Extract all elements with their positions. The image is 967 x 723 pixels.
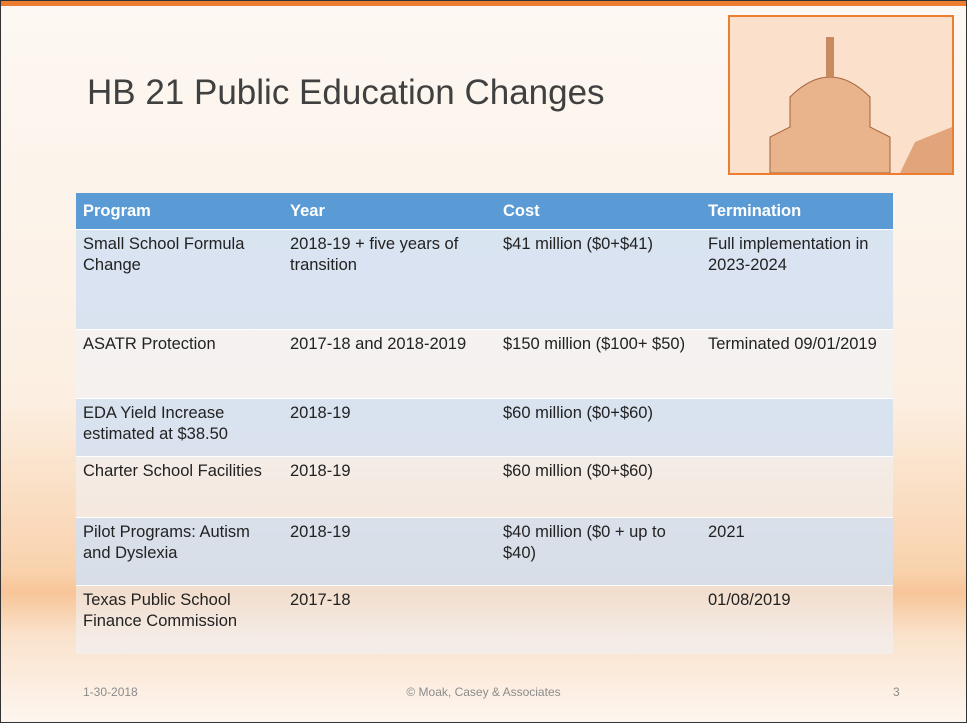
table-cell: 2017-18 <box>283 585 496 654</box>
slide-title: HB 21 Public Education Changes <box>87 73 605 112</box>
table-cell: Terminated 09/01/2019 <box>701 329 893 399</box>
table-cell: Charter School Facilities <box>76 456 283 518</box>
wing <box>900 127 952 173</box>
table-cell: 01/08/2019 <box>701 585 893 654</box>
table-cell: 2018-19 <box>283 456 496 518</box>
table-cell: 2017-18 and 2018-2019 <box>283 329 496 399</box>
table-cell: $41 million ($0+$41) <box>496 229 701 330</box>
table-cell: $40 million ($0 + up to $40) <box>496 517 701 586</box>
table-body: Small School Formula Change 2018-19 + fiv… <box>76 229 893 654</box>
table-cell: Pilot Programs: Autism and Dyslexia <box>76 517 283 586</box>
table-cell: $60 million ($0+$60) <box>496 398 701 457</box>
table-row: Pilot Programs: Autism and Dyslexia 2018-… <box>76 517 893 586</box>
table-cell: Small School Formula Change <box>76 229 283 330</box>
capitol-image <box>728 15 954 175</box>
column-header: Cost <box>496 193 701 230</box>
table-cell <box>701 456 893 518</box>
table-row: Texas Public School Finance Commission 20… <box>76 585 893 654</box>
page-number: 3 <box>893 685 900 699</box>
table-cell: EDA Yield Increase estimated at $38.50 <box>76 398 283 457</box>
column-header: Termination <box>701 193 893 230</box>
capitol-drawing <box>730 17 952 174</box>
program-table: Program Year Cost Termination Small School … <box>76 193 893 654</box>
table-cell: 2018-19 <box>283 517 496 586</box>
table-row: Small School Formula Change 2018-19 + fiv… <box>76 229 893 330</box>
table-cell: 2021 <box>701 517 893 586</box>
table-cell: ASATR Protection <box>76 329 283 399</box>
table-row: Charter School Facilities 2018-19 $60 mill… <box>76 456 893 518</box>
table-row: EDA Yield Increase estimated at $38.50 20… <box>76 398 893 457</box>
footer-credit: © Moak, Casey & Associates <box>406 685 561 699</box>
column-header: Program <box>76 193 283 230</box>
table-cell: 2018-19 + five years of transition <box>283 229 496 330</box>
header-row: Program Year Cost Termination <box>76 193 893 230</box>
top-bar <box>1 1 966 6</box>
dome <box>769 76 891 174</box>
lantern <box>826 37 834 77</box>
table-cell: $150 million ($100+ $50) <box>496 329 701 399</box>
table-row: ASATR Protection 2017-18 and 2018-2019 $15… <box>76 329 893 399</box>
table-cell: 2018-19 <box>283 398 496 457</box>
table-cell: Texas Public School Finance Commission <box>76 585 283 654</box>
table-cell: Full implementation in 2023-2024 <box>701 229 893 330</box>
column-header: Year <box>283 193 496 230</box>
footer-date: 1-30-2018 <box>83 685 138 699</box>
table-cell <box>496 585 701 654</box>
table-cell: $60 million ($0+$60) <box>496 456 701 518</box>
table-cell <box>701 398 893 457</box>
